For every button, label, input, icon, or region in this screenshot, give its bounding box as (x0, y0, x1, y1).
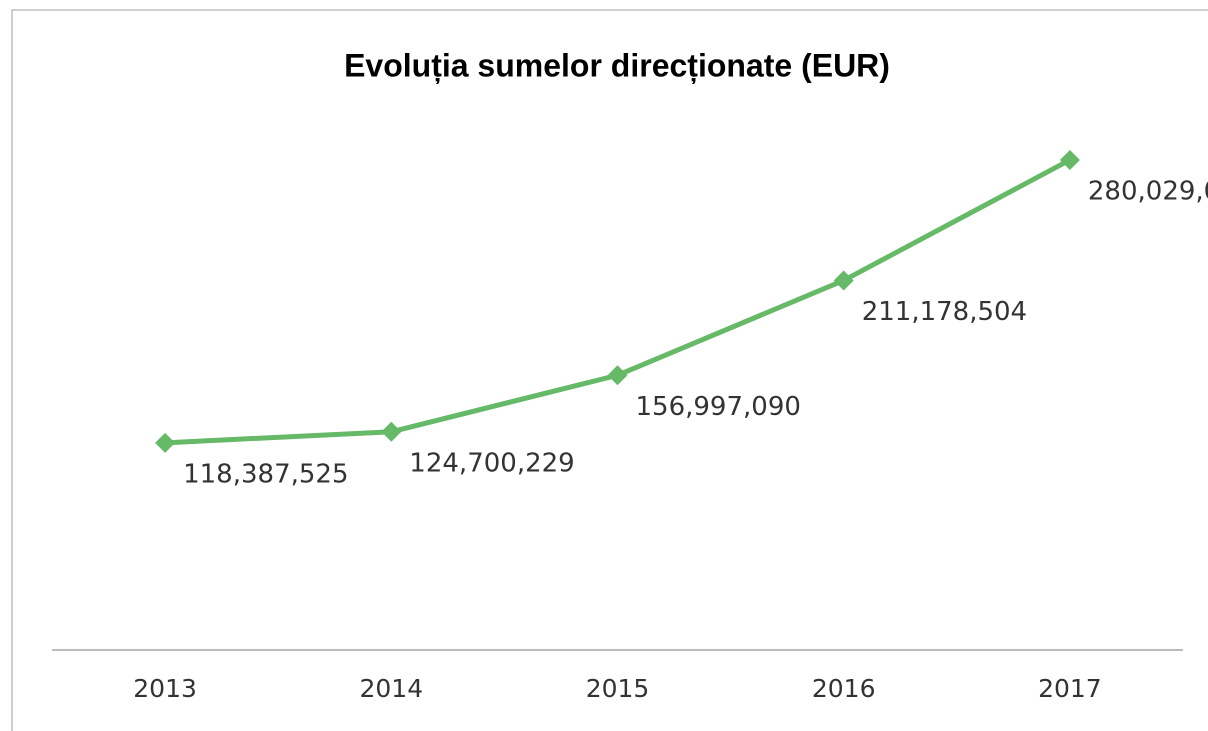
x-tick-label: 2016 (812, 674, 876, 703)
data-label: 280,029,091 (1088, 176, 1208, 206)
data-point (155, 432, 176, 453)
x-tick-label: 2015 (586, 674, 650, 703)
x-tick-label: 2017 (1038, 674, 1102, 703)
data-point (1059, 149, 1080, 170)
chart-frame (11, 9, 1208, 731)
x-tick-label: 2014 (359, 674, 423, 703)
data-label: 124,700,229 (409, 448, 574, 478)
data-point (833, 270, 854, 291)
x-tick-label: 2013 (133, 674, 197, 703)
data-label: 156,997,090 (636, 392, 801, 422)
data-label: 211,178,504 (862, 297, 1027, 327)
data-point (607, 365, 628, 386)
chart-title: Evoluția sumelor direcționate (EUR) (344, 47, 890, 83)
data-point (381, 421, 402, 442)
data-label: 118,387,525 (183, 459, 348, 489)
